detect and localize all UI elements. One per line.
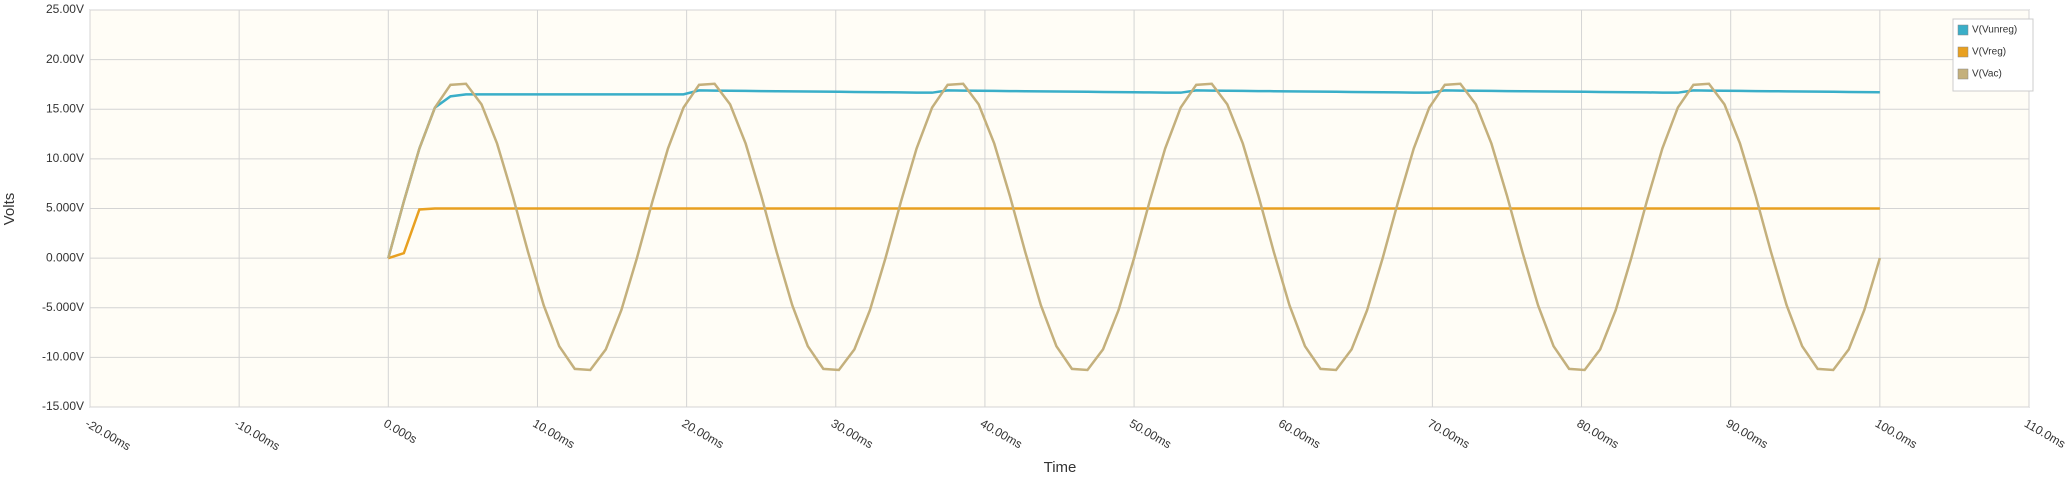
x-tick-label: -20.00ms <box>83 416 133 453</box>
legend: V(Vunreg) V(Vreg) V(Vac) <box>1952 18 2034 92</box>
y-axis-title: Volts <box>1 193 18 226</box>
y-tick-label: 10.00V <box>46 151 84 165</box>
x-tick-label: 40.00ms <box>978 416 1025 451</box>
x-tick-label: 60.00ms <box>1276 416 1323 451</box>
y-tick-label: 0.000V <box>46 250 84 264</box>
x-tick-label: 50.00ms <box>1127 416 1174 451</box>
legend-swatch <box>1957 24 1969 36</box>
x-tick-label: 0.000s <box>381 416 419 446</box>
x-tick-label: -10.00ms <box>232 416 282 453</box>
series-line <box>387 89 1880 259</box>
x-tick-label: 70.00ms <box>1425 416 1472 451</box>
y-tick-label: 5.000V <box>46 201 84 215</box>
legend-label: V(Vac) <box>1972 69 2002 80</box>
series-line <box>387 207 1880 260</box>
y-tick-label: -15.00V <box>42 399 84 413</box>
y-tick-label: -5.000V <box>42 300 84 314</box>
legend-swatch <box>1957 68 1969 80</box>
x-tick-label: 10.00ms <box>530 416 577 451</box>
y-tick-label: -10.00V <box>42 350 84 364</box>
x-tick-label: 100.0ms <box>1873 416 1920 451</box>
series-line <box>387 82 1882 372</box>
x-tick-label: 30.00ms <box>829 416 876 451</box>
legend-label: V(Vunreg) <box>1972 25 2017 36</box>
x-axis-title: Time <box>1044 459 1077 476</box>
x-tick-label: 80.00ms <box>1574 416 1621 451</box>
y-tick-label: 25.00V <box>46 2 84 16</box>
y-tick-label: 20.00V <box>46 52 84 66</box>
x-tick-label: 90.00ms <box>1724 416 1771 451</box>
series-lines <box>387 82 1882 372</box>
y-tick-label: 15.00V <box>46 101 84 115</box>
legend-label: V(Vreg) <box>1972 47 2006 58</box>
x-tick-label: 110.0ms <box>2022 416 2066 451</box>
legend-swatch <box>1957 46 1969 58</box>
x-tick-label: 20.00ms <box>680 416 727 451</box>
